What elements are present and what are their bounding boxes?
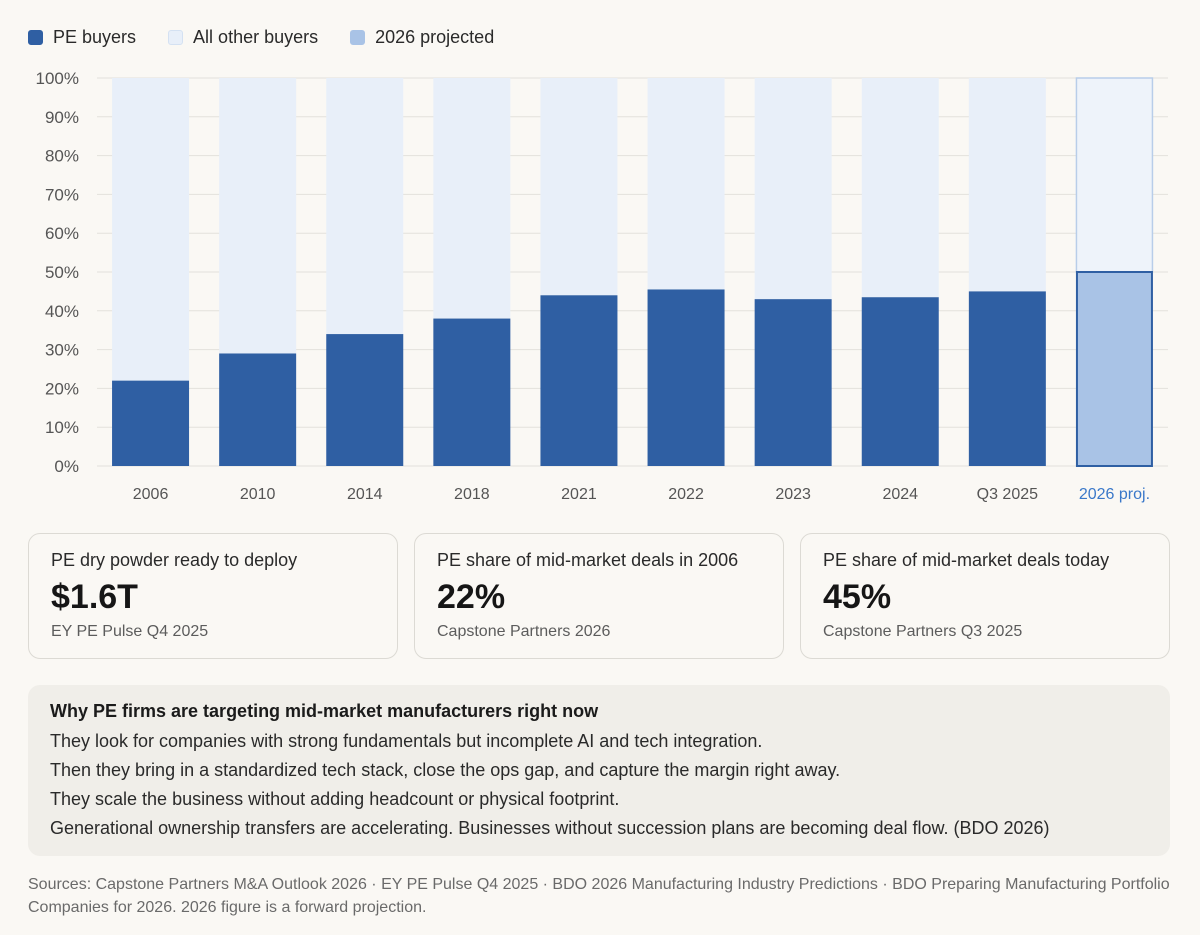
x-tick-label: 2014 [347,486,383,503]
y-tick-label: 70% [45,185,79,204]
legend-label-projected: 2026 projected [375,26,495,47]
why-panel-line: They look for companies with strong fund… [50,731,763,751]
bar-other-buyers [326,78,404,335]
legend-label-pe-buyers: PE buyers [53,26,137,47]
bar-pe-buyers [326,334,404,466]
y-tick-label: 10% [45,418,79,437]
legend-item-pe-buyers: PE buyers [28,27,136,48]
stat-card-source: Capstone Partners Q3 2025 [823,623,1023,640]
stat-card-value: 22% [437,578,506,616]
x-tick-label: Q3 2025 [977,486,1038,503]
y-tick-label: 60% [45,224,79,243]
y-tick-label: 30% [45,341,79,360]
y-tick-label: 80% [45,147,79,166]
bar-pe-buyers-projected [1075,271,1153,467]
legend-swatch-pe-buyers [28,29,43,45]
stat-card-source: EY PE Pulse Q4 2025 [51,623,209,640]
bar-pe-buyers [647,289,725,466]
x-tick-label: 2018 [454,486,490,503]
bar-pe-buyers [219,353,297,466]
stat-card-value: 45% [823,578,892,616]
stat-card-label: PE share of mid-market deals today [823,550,1110,570]
bar-other-buyers [112,78,190,381]
bar-pe-buyers [754,299,832,466]
sources-footnote: Sources: Capstone Partners M&A Outlook 2… [28,876,1170,916]
bar-other-buyers-projected [1075,77,1154,273]
legend-swatch-other-buyers [168,29,184,45]
stat-cards: PE dry powder ready to deploy $1.6T EY P… [28,533,1170,659]
x-tick-label: 2021 [561,486,597,503]
stat-card-pe-share-today: PE share of mid-market deals today 45% C… [800,533,1170,659]
y-tick-label: 100% [36,69,79,88]
bar-pe-buyers [112,380,190,466]
x-tick-label: 2010 [240,486,276,503]
bar-pe-buyers [861,297,939,466]
stat-card-dry-powder: PE dry powder ready to deploy $1.6T EY P… [28,533,398,659]
y-tick-label: 50% [45,263,79,282]
why-panel: Why PE firms are targeting mid-market ma… [28,685,1170,856]
chart-legend: PE buyers All other buyers 2026 projecte… [28,24,494,50]
legend-label-other-buyers: All other buyers [193,26,319,47]
bar-other-buyers [968,78,1046,292]
why-panel-title: Why PE firms are targeting mid-market ma… [50,701,599,721]
bar-other-buyers [647,78,725,290]
legend-item-projected: 2026 projected [350,27,494,48]
bar-other-buyers [219,78,297,354]
x-tick-label: 2022 [668,486,704,503]
stat-card-pe-share-2006: PE share of mid-market deals in 2006 22%… [414,533,784,659]
bar-other-buyers [861,78,939,298]
y-tick-label: 40% [45,302,79,321]
legend-swatch-projected [350,29,366,45]
stat-card-value: $1.6T [51,578,138,616]
bar-pe-buyers [433,318,511,466]
bar-other-buyers [433,78,511,319]
y-tick-label: 90% [45,108,79,127]
x-tick-label: 2006 [133,486,169,503]
x-tick-label: 2024 [882,486,918,503]
stat-card-label: PE share of mid-market deals in 2006 [437,550,739,570]
legend-item-other-buyers: All other buyers [168,27,318,48]
why-panel-line: They scale the business without adding h… [50,789,620,809]
bar-pe-buyers [968,291,1046,466]
bar-other-buyers [754,78,832,300]
stat-card-source: Capstone Partners 2026 [437,623,611,640]
why-panel-line: Then they bring in a standardized tech s… [50,760,841,780]
bar-pe-buyers [540,295,618,466]
stat-card-label: PE dry powder ready to deploy [51,550,298,570]
x-tick-label: 2023 [775,486,811,503]
stacked-bar-chart: 0% 10% 20% 30% 40% 50% 60% 70% 80% 90% 100% 2006 201… [36,69,1168,503]
x-tick-label: 2026 proj. [1079,486,1150,503]
y-tick-label: 20% [45,379,79,398]
bar-other-buyers [540,78,618,296]
why-panel-line: Generational ownership transfers are acc… [50,818,1050,838]
y-tick-label: 0% [54,457,79,476]
